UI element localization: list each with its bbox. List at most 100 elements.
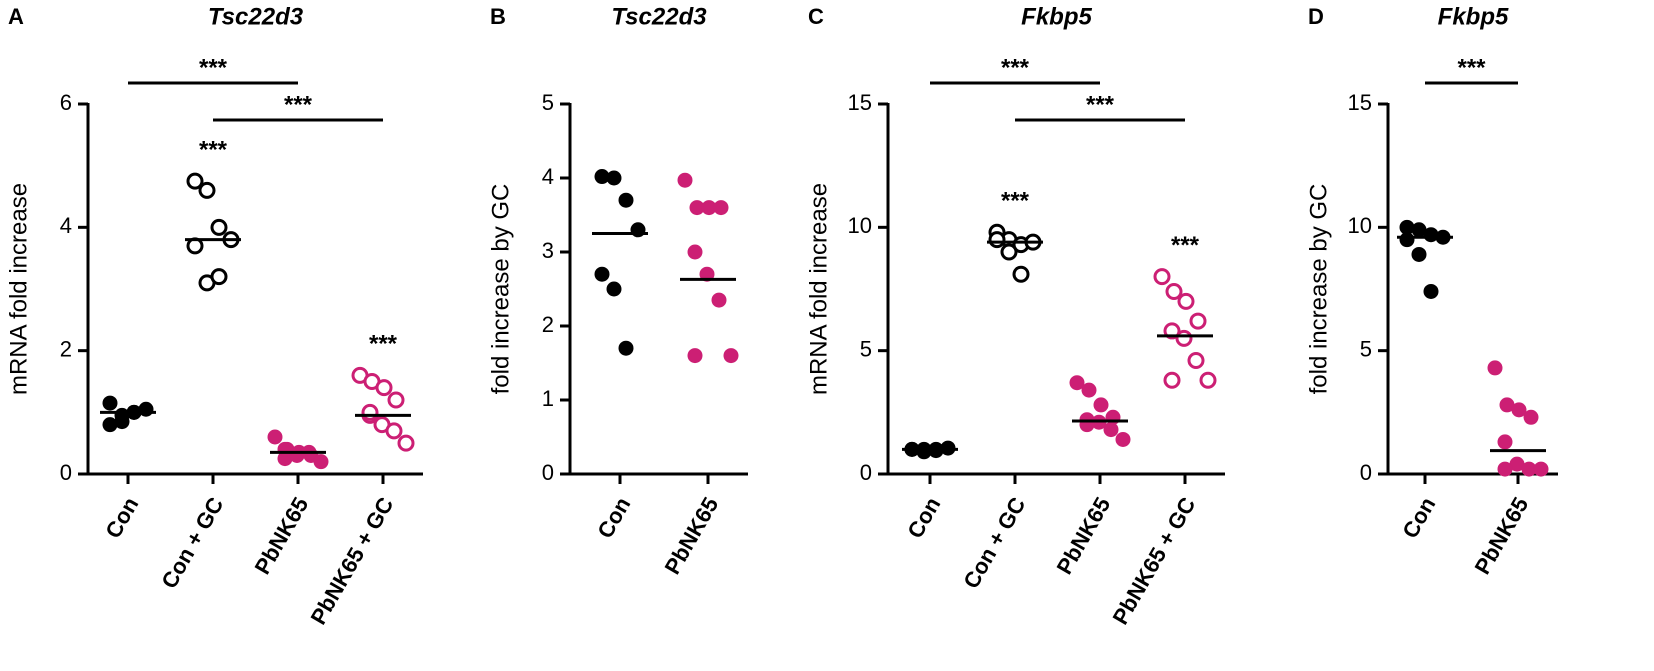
data-point [397,434,415,452]
data-point [1165,282,1183,300]
data-point [1000,243,1018,261]
y-tick-label: 10 [1348,213,1372,238]
data-point [594,266,610,282]
significance-label: *** [1457,54,1486,81]
x-tick-label: Con + GC [958,493,1030,593]
x-tick-label: Con [100,493,143,543]
y-tick-label: 4 [60,213,72,238]
significance-label: *** [1086,91,1115,118]
significance-label: *** [284,91,313,118]
data-point [1115,431,1131,447]
x-tick-label: Con [1397,493,1440,543]
y-tick-label: 15 [848,90,872,115]
significance-label: *** [1171,232,1200,259]
data-point [361,403,379,421]
data-point [606,281,622,297]
chart-title: Fkbp5 [1021,3,1092,30]
y-tick-label: 5 [542,90,554,115]
panel-label: C [808,4,824,29]
data-point [1079,417,1095,433]
data-point [387,391,405,409]
significance-label: *** [369,331,398,358]
data-point [1103,422,1119,438]
data-point [1163,371,1181,389]
y-axis-label: mRNA fold increase [805,183,832,395]
data-point [210,218,228,236]
data-point [1497,461,1513,477]
y-tick-label: 2 [542,312,554,337]
chart-title: Tsc22d3 [208,3,304,30]
data-point [1411,246,1427,262]
x-tick-label: PbNK65 + GC [305,493,398,629]
x-tick-label: PbNK65 + GC [1107,493,1200,629]
x-tick-label: PbNK65 [1470,493,1534,579]
data-point [1187,352,1205,370]
y-tick-label: 0 [1360,460,1372,485]
y-tick-label: 4 [542,164,554,189]
data-point [1521,461,1537,477]
data-point [1093,397,1109,413]
data-point [375,379,393,397]
y-tick-label: 10 [848,213,872,238]
data-point [711,292,727,308]
data-point [1533,461,1549,477]
data-point [618,192,634,208]
data-point [723,348,739,364]
data-point [630,222,646,238]
data-point [1081,382,1097,398]
x-tick-label: PbNK65 [660,493,724,579]
data-point [1411,222,1427,238]
y-axis-label: mRNA fold increase [5,183,32,395]
chart-title: Tsc22d3 [611,3,707,30]
data-point [687,348,703,364]
y-tick-label: 5 [1360,336,1372,361]
data-point [687,244,703,260]
x-tick-label: PbNK65 [250,493,314,579]
y-axis-label: fold increase by GC [487,184,514,395]
data-point [1511,402,1527,418]
data-point [186,172,204,190]
data-point [606,170,622,186]
data-point [1487,360,1503,376]
data-point [988,231,1006,249]
y-tick-label: 15 [1348,90,1372,115]
data-point [1012,265,1030,283]
data-point [210,268,228,286]
significance-label: *** [199,136,228,163]
data-point [277,441,293,457]
data-point [1189,312,1207,330]
data-point [1423,283,1439,299]
significance-label: *** [1001,188,1030,215]
y-tick-label: 1 [542,386,554,411]
y-tick-label: 0 [60,460,72,485]
y-tick-label: 2 [60,336,72,361]
data-point [594,169,610,185]
data-point [1069,375,1085,391]
significance-label: *** [1001,54,1030,81]
y-axis-label: fold increase by GC [1305,184,1332,395]
panel-label: D [1308,4,1324,29]
data-point [102,395,118,411]
y-tick-label: 3 [542,238,554,263]
panel-label: A [8,4,24,29]
data-point [102,417,118,433]
x-tick-label: Con + GC [156,493,228,593]
x-tick-label: Con [902,493,945,543]
data-point [689,200,705,216]
data-point [114,414,130,430]
data-point [1499,397,1515,413]
chart-title: Fkbp5 [1438,3,1509,30]
y-tick-label: 0 [542,460,554,485]
data-point [701,200,717,216]
x-tick-label: PbNK65 [1052,493,1116,579]
data-point [1199,371,1217,389]
data-point [1497,434,1513,450]
data-point [713,200,729,216]
data-point [1399,219,1415,235]
panel-label: B [490,4,506,29]
y-tick-label: 0 [860,460,872,485]
y-tick-label: 6 [60,90,72,115]
significance-label: *** [199,54,228,81]
data-point [1399,232,1415,248]
